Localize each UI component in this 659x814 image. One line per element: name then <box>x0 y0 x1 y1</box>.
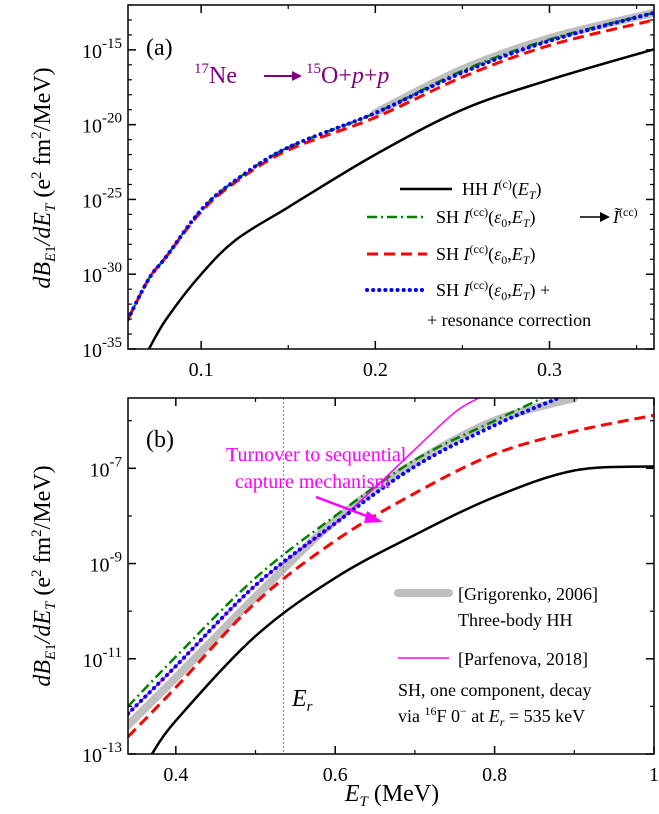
legend-grigorenko: [Grigorenko, 2006] <box>458 584 598 604</box>
panel-b-label: (b) <box>146 427 174 453</box>
annotation-line-2: capture mechanism <box>235 471 390 493</box>
reaction-arrow <box>264 71 302 81</box>
panel-b: 0.4 0.6 0.8 1 10-13 10-11 10-9 10-7 (b) Turnove… <box>29 397 659 810</box>
panel-a-legend: HH I(c)(ET) SH I(cc)(ε0,ET) Ĩ(cc) SH I(c… <box>365 177 638 330</box>
panel-a-series-sh_res <box>128 10 654 322</box>
panel-b-ylabel: dBE1/dET (e2 fm2/MeV) <box>29 465 59 686</box>
panel-a-series-sh_tilde <box>128 11 654 320</box>
panel-b-series-sh_tilde <box>128 398 543 708</box>
x-axis-label: ET (MeV) <box>344 781 439 810</box>
panel-b-legend: [Grigorenko, 2006] Three-body HH [Parfen… <box>394 584 598 729</box>
panel-b-ytick-label: 10-7 <box>90 454 123 481</box>
panel-a-ytick-label: 10-20 <box>82 111 122 138</box>
svg-text:HH I(c)(ET): HH I(c)(ET) <box>462 177 542 202</box>
panel-a: 0.1 0.2 0.3 10-35 10-30 10-25 10-20 10-15 (a) 1… <box>29 4 655 381</box>
panel-b-ytick-label: 10-11 <box>83 645 122 672</box>
panel-b-xtick-label: 1 <box>649 764 659 786</box>
panel-a-xtick-label: 0.3 <box>537 359 562 381</box>
panel-b-frame <box>127 397 655 755</box>
panel-a-ytick-label: 10-35 <box>82 335 122 362</box>
panel-b-xtick-label: 0.8 <box>482 764 507 786</box>
panel-b-ytick-label: 10-13 <box>82 740 122 767</box>
annotation-arrow <box>315 495 383 523</box>
legend-sh-1: SH, one component, decay <box>398 680 591 700</box>
panel-b-ytick-label: 10-9 <box>90 550 123 577</box>
svg-text:SH I(cc)(ε0,ET) +: SH I(cc)(ε0,ET) + <box>436 278 550 303</box>
panel-a-ytick-label: 10-15 <box>82 36 122 63</box>
panel-a-series-hh <box>147 48 654 349</box>
legend-resonance-text: + resonance correction <box>427 310 591 330</box>
panel-a-ytick-label: 10-25 <box>82 185 122 212</box>
reaction-products: 15O+p+p <box>306 61 389 89</box>
panel-a-ticks: 0.1 0.2 0.3 10-35 10-30 10-25 10-20 10-15 <box>82 4 654 381</box>
panel-a-ylabel: dBE1/dET (e2 fm2/MeV) <box>29 67 59 288</box>
panel-a-ytick-label: 10-30 <box>82 260 122 287</box>
legend-sh-2: via 16F 0− at Er = 535 keV <box>398 704 585 729</box>
panel-b-xtick-label: 0.6 <box>323 764 348 786</box>
resonance-energy-label: Er <box>291 686 313 715</box>
panel-a-label: (a) <box>146 35 173 61</box>
reaction-label: 17Ne <box>194 61 237 89</box>
panel-a-xtick-label: 0.2 <box>363 359 388 381</box>
panel-b-ticks: 0.4 0.6 0.8 1 10-13 10-11 10-9 10-7 <box>82 398 659 786</box>
svg-text:SH I(cc)(ε0,ET): SH I(cc)(ε0,ET) <box>436 205 535 230</box>
svg-text:SH I(cc)(ε0,ET): SH I(cc)(ε0,ET) <box>436 242 535 267</box>
panel-a-frame <box>127 4 655 350</box>
legend-three-body: Three-body HH <box>458 610 572 630</box>
svg-text:Ĩ(cc): Ĩ(cc) <box>612 205 638 227</box>
panel-a-xtick-label: 0.1 <box>189 359 214 381</box>
legend-parfenova: [Parfenova, 2018] <box>458 649 588 669</box>
panel-b-xtick-label: 0.4 <box>163 764 188 786</box>
annotation-line-1: Turnover to sequential <box>226 444 407 466</box>
panel-b-series-hh <box>150 465 654 754</box>
panel-b-series-sh_res <box>128 398 561 716</box>
panel-a-series-sh <box>128 18 654 320</box>
